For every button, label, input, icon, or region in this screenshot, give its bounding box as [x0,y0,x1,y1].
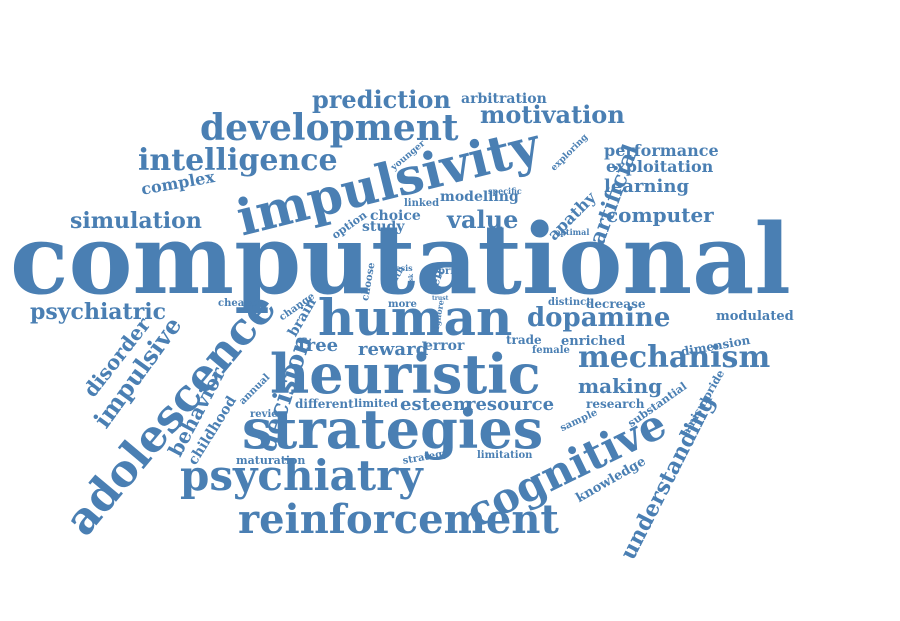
word-psychiatry: psychiatry [180,451,423,500]
word-optimal: optimal [555,227,590,237]
word-choice: choice [370,208,421,224]
word-exploring: exploring [549,132,591,174]
word-motivation: motivation [480,100,625,129]
word-enriched: enriched [561,334,626,349]
word-modulated: modulated [716,309,794,324]
word-human: human [318,288,513,347]
word-error: error [424,338,465,354]
word-trade: trade [506,333,542,347]
word-task: task [408,273,415,288]
word-resource: resource [466,394,555,415]
word-heuristic: heuristic [270,342,541,406]
word-strategies: strategies [242,397,544,461]
word-intelligence: intelligence [138,143,338,178]
word-thesis: thesis [386,263,413,273]
word-arbitration: arbitration [461,91,547,107]
word-prior: prior [438,266,466,277]
word-linked: linked [404,198,440,209]
word-cheaper: cheaper [218,298,263,309]
word-more: more [388,299,417,310]
word-limitation: limitation [477,450,533,461]
word-making: making [578,374,663,398]
word-maturation: maturation [236,454,306,467]
word-reward: reward [358,339,429,360]
word-modelling: modelling [440,189,519,205]
word-value: value [447,205,519,234]
word-reinforcement: reinforcement [238,496,559,543]
word-limited: limited [354,397,398,410]
word-specific: specific [488,186,522,196]
word-female: female [532,345,570,356]
word-free: free [298,335,339,356]
word-different: different [295,397,354,411]
word-exploitation: exploitation [606,157,714,176]
word-development: development [200,107,459,149]
word-computational: computational [10,203,791,316]
word-performance: performance [604,141,719,160]
word-research: research [586,397,645,411]
word-trust: trust [432,295,449,302]
word-distinct: distinct [548,297,591,308]
word-esteem: esteem [400,394,472,415]
word-mechanism: mechanism [578,340,771,375]
word-developmental: developmental [883,0,900,8]
word-computer: computer [606,203,714,227]
word-learning: learning [604,176,690,197]
word-prediction: prediction [312,85,451,114]
word-dopamine: dopamine [527,303,671,333]
word-simulation: simulation [70,208,202,234]
word-study: study [362,219,405,235]
word-review: review [250,409,287,420]
word-psychiatric: psychiatric [30,299,167,325]
word-decrease: decrease [586,297,646,311]
